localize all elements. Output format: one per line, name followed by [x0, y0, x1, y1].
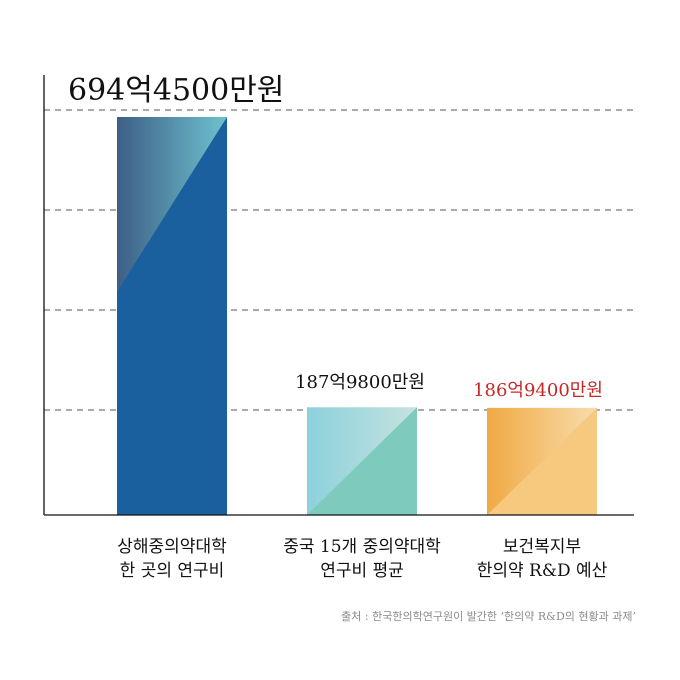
category-label: 한의약 R&D 예산	[477, 561, 608, 581]
category-label: 보건복지부	[503, 537, 581, 557]
bar	[487, 407, 597, 515]
bar-value-label: 187억9800만원	[295, 372, 425, 393]
bars	[117, 117, 597, 515]
category-label: 연구비 평균	[320, 561, 404, 581]
bar	[117, 117, 227, 515]
bar	[307, 407, 417, 515]
category-label: 한 곳의 연구비	[120, 561, 225, 581]
bar-value-label: 694억4500만원	[68, 73, 284, 108]
bar-value-label: 186억9400만원	[473, 380, 603, 401]
category-label: 상해중의약대학	[117, 537, 227, 557]
category-label: 중국 15개 중의약대학	[283, 537, 441, 557]
source-note: 출처 : 한국한의학연구원이 발간한 ‘한의약 R&D의 현황과 과제’	[341, 610, 636, 623]
